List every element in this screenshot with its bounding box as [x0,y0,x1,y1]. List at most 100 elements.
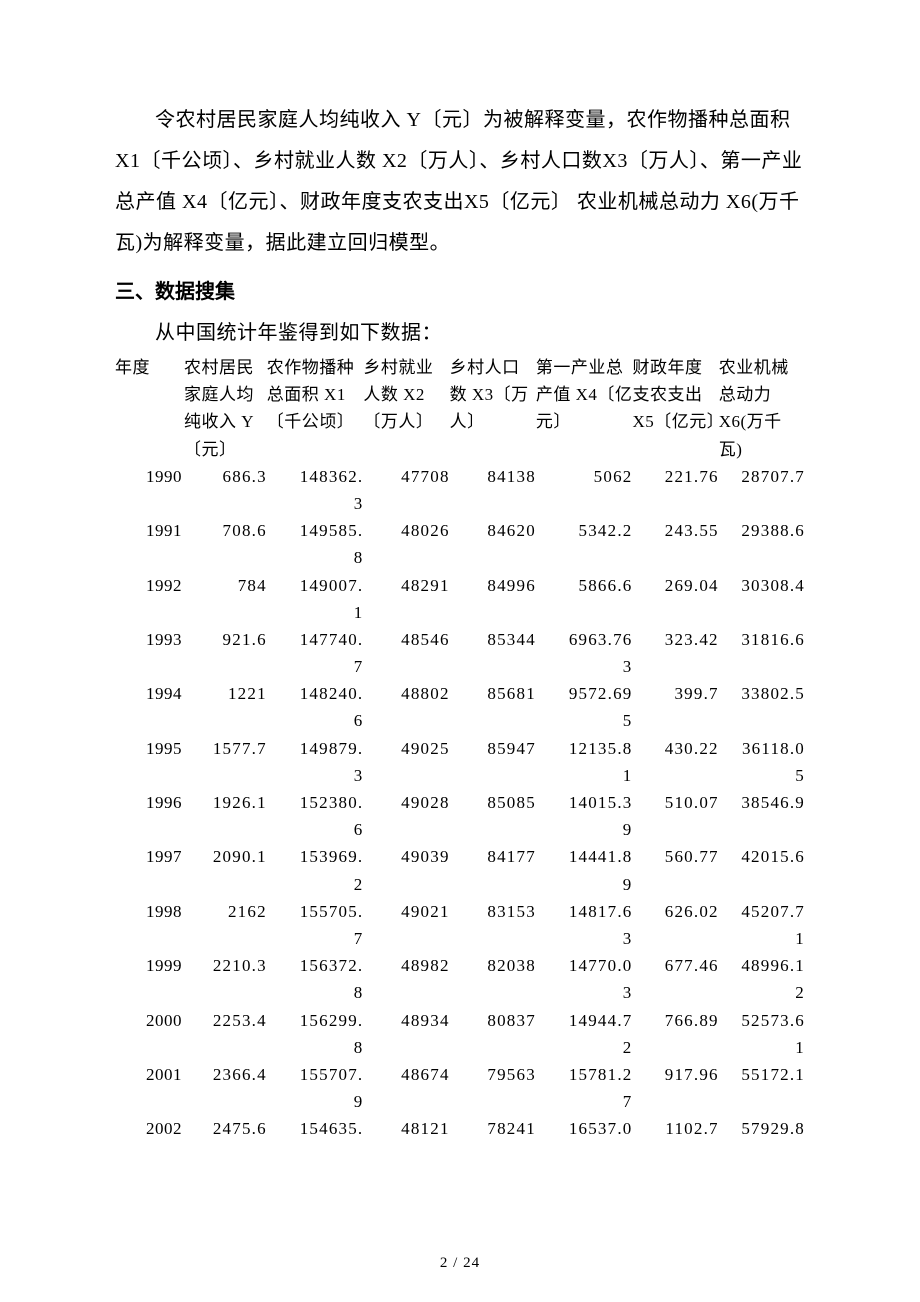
table-cell: 49039 [363,843,449,897]
table-cell: 1577.7 [184,735,267,789]
col-header-x4: 第一产业总产值 X4〔亿元〕 [536,354,633,463]
table-cell: 48291 [363,572,449,626]
table-cell: 48546 [363,626,449,680]
section-heading: 三、数据搜集 [115,272,805,313]
table-cell: 399.7 [632,680,718,734]
table-cell: 78241 [450,1115,536,1142]
table-cell: 29388.6 [719,517,805,571]
table-cell: 149585. 8 [267,517,364,571]
table-cell: 84177 [450,843,536,897]
table-cell: 5062 [536,463,633,517]
table-cell: 686.3 [184,463,267,517]
table-row: 20002253.4156299. 8489348083714944.7 276… [115,1007,805,1061]
table-cell: 82038 [450,952,536,1006]
table-cell: 2000 [115,1007,184,1061]
table-cell: 48121 [363,1115,449,1142]
table-cell: 766.89 [632,1007,718,1061]
table-cell: 85681 [450,680,536,734]
table-cell: 156299. 8 [267,1007,364,1061]
table-cell: 84620 [450,517,536,571]
table-cell: 14944.7 2 [536,1007,633,1061]
table-row: 19972090.1153969. 2490398417714441.8 956… [115,843,805,897]
table-cell: 83153 [450,898,536,952]
table-cell: 9572.69 5 [536,680,633,734]
table-cell: 14817.6 3 [536,898,633,952]
table-cell: 1995 [115,735,184,789]
table-cell: 1992 [115,572,184,626]
table-row: 19951577.7149879. 3490258594712135.8 143… [115,735,805,789]
table-cell: 85344 [450,626,536,680]
table-cell: 2001 [115,1061,184,1115]
table-cell: 2002 [115,1115,184,1142]
table-cell: 14441.8 9 [536,843,633,897]
table-cell: 33802.5 [719,680,805,734]
table-head: 年度 农村居民家庭人均纯收入 Y〔元〕 农作物播种总面积 X1〔千公顷〕 乡村就… [115,354,805,463]
table-cell: 45207.7 1 [719,898,805,952]
table-cell: 155707. 9 [267,1061,364,1115]
table-cell: 1993 [115,626,184,680]
table-cell: 148362. 3 [267,463,364,517]
table-cell: 510.07 [632,789,718,843]
table-cell: 1996 [115,789,184,843]
table-row: 1992784149007. 148291849965866.6269.0430… [115,572,805,626]
table-cell: 269.04 [632,572,718,626]
table-cell: 48934 [363,1007,449,1061]
table-cell: 152380. 6 [267,789,364,843]
table-cell: 1221 [184,680,267,734]
table-cell: 430.22 [632,735,718,789]
table-cell: 14015.3 9 [536,789,633,843]
table-cell: 12135.8 1 [536,735,633,789]
table-row: 1990686.3148362. 347708841385062221.7628… [115,463,805,517]
table-cell: 42015.6 [719,843,805,897]
table-cell: 28707.7 [719,463,805,517]
col-header-x3: 乡村人口数 X3〔万人〕 [450,354,536,463]
page-footer: 2 / 24 [0,1255,920,1272]
table-cell: 147740. 7 [267,626,364,680]
table-cell: 149007. 1 [267,572,364,626]
table-cell: 1926.1 [184,789,267,843]
table-cell: 31816.6 [719,626,805,680]
table-cell: 48026 [363,517,449,571]
table-cell: 2090.1 [184,843,267,897]
table-cell: 85085 [450,789,536,843]
col-header-x5: 财政年度支农支出 X5〔亿元〕 [632,354,718,463]
table-cell: 48982 [363,952,449,1006]
table-cell: 84138 [450,463,536,517]
table-cell: 84996 [450,572,536,626]
table-cell: 85947 [450,735,536,789]
table-cell: 48996.1 2 [719,952,805,1006]
table-cell: 48802 [363,680,449,734]
col-header-x2: 乡村就业人数 X2〔万人〕 [363,354,449,463]
table-cell: 221.76 [632,463,718,517]
table-cell: 38546.9 [719,789,805,843]
table-cell: 2210.3 [184,952,267,1006]
table-body: 1990686.3148362. 347708841385062221.7628… [115,463,805,1143]
table-cell: 36118.0 5 [719,735,805,789]
table-cell: 1991 [115,517,184,571]
table-cell: 626.02 [632,898,718,952]
table-cell: 917.96 [632,1061,718,1115]
table-cell: 2253.4 [184,1007,267,1061]
table-cell: 708.6 [184,517,267,571]
table-row: 1991708.6149585. 848026846205342.2243.55… [115,517,805,571]
table-cell: 560.77 [632,843,718,897]
document-page: 令农村居民家庭人均纯收入 Y〔元〕为被解释变量，农作物播种总面积 X1〔千公顷〕… [0,0,920,1302]
table-cell: 5866.6 [536,572,633,626]
table-cell: 49028 [363,789,449,843]
table-cell: 243.55 [632,517,718,571]
table-cell: 2366.4 [184,1061,267,1115]
table-row: 20012366.4155707. 9486747956315781.2 791… [115,1061,805,1115]
table-cell: 1102.7 [632,1115,718,1142]
table-cell: 1999 [115,952,184,1006]
col-header-y: 农村居民家庭人均纯收入 Y〔元〕 [184,354,267,463]
table-cell: 323.42 [632,626,718,680]
table-row: 19982162155705. 7490218315314817.6 3626.… [115,898,805,952]
table-cell: 1990 [115,463,184,517]
intro-paragraph: 令农村居民家庭人均纯收入 Y〔元〕为被解释变量，农作物播种总面积 X1〔千公顷〕… [115,100,805,264]
col-header-x1: 农作物播种总面积 X1〔千公顷〕 [267,354,364,463]
table-cell: 30308.4 [719,572,805,626]
table-row: 19961926.1152380. 6490288508514015.3 951… [115,789,805,843]
table-cell: 14770.0 3 [536,952,633,1006]
table-row: 20022475.6154635.481217824116537.01102.7… [115,1115,805,1142]
table-cell: 148240. 6 [267,680,364,734]
